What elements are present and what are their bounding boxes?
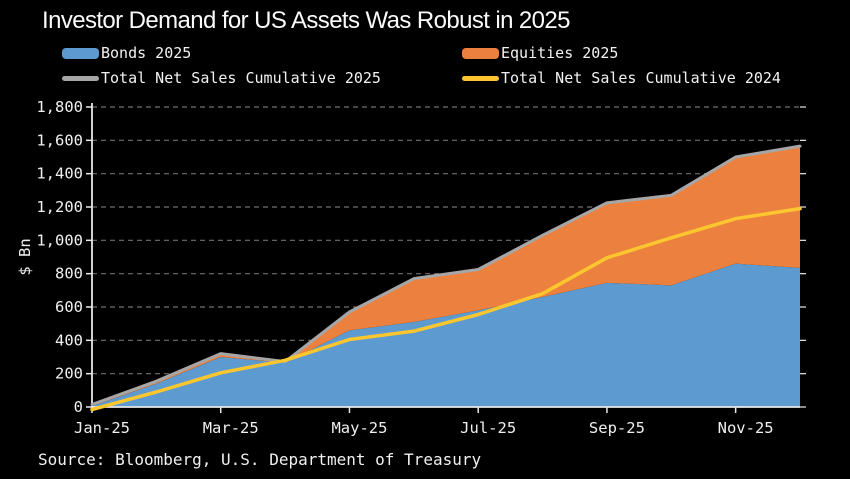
source-note: Source: Bloomberg, U.S. Department of Tr… <box>38 450 482 469</box>
page-title: Investor Demand for US Assets Was Robust… <box>42 7 571 34</box>
svg-text:400: 400 <box>55 331 83 349</box>
legend-item-equities-2025: Equities 2025 <box>462 44 618 62</box>
svg-text:1,400: 1,400 <box>36 165 83 183</box>
legend-label: Bonds 2025 <box>101 44 192 62</box>
bonds-swatch-icon <box>62 47 99 59</box>
svg-text:Jan-25: Jan-25 <box>74 419 130 437</box>
legend-label: Total Net Sales Cumulative 2025 <box>101 69 381 87</box>
y-axis-label: $ Bn <box>16 238 34 275</box>
svg-text:Mar-25: Mar-25 <box>203 419 259 437</box>
svg-text:May-25: May-25 <box>331 419 387 437</box>
svg-text:Jul-25: Jul-25 <box>460 419 516 437</box>
legend-item-total-2025: Total Net Sales Cumulative 2025 <box>62 69 381 87</box>
svg-text:800: 800 <box>55 265 83 283</box>
svg-text:0: 0 <box>74 398 83 416</box>
legend-label: Equities 2025 <box>501 44 619 62</box>
svg-text:1,200: 1,200 <box>36 198 83 216</box>
legend-item-total-2024: Total Net Sales Cumulative 2024 <box>462 69 781 87</box>
svg-text:Nov-25: Nov-25 <box>718 419 774 437</box>
legend-label: Total Net Sales Cumulative 2024 <box>501 69 781 87</box>
svg-text:1,000: 1,000 <box>36 231 83 249</box>
legend-item-bonds-2025: Bonds 2025 <box>62 44 191 62</box>
svg-text:1,600: 1,600 <box>36 131 83 149</box>
svg-text:Sep-25: Sep-25 <box>589 419 645 437</box>
svg-text:600: 600 <box>55 298 83 316</box>
total-2024-line-swatch-icon <box>462 75 499 81</box>
total-2025-line-swatch-icon <box>62 75 99 81</box>
svg-text:200: 200 <box>55 365 83 383</box>
svg-text:1,800: 1,800 <box>36 98 83 116</box>
equities-swatch-icon <box>462 47 499 59</box>
